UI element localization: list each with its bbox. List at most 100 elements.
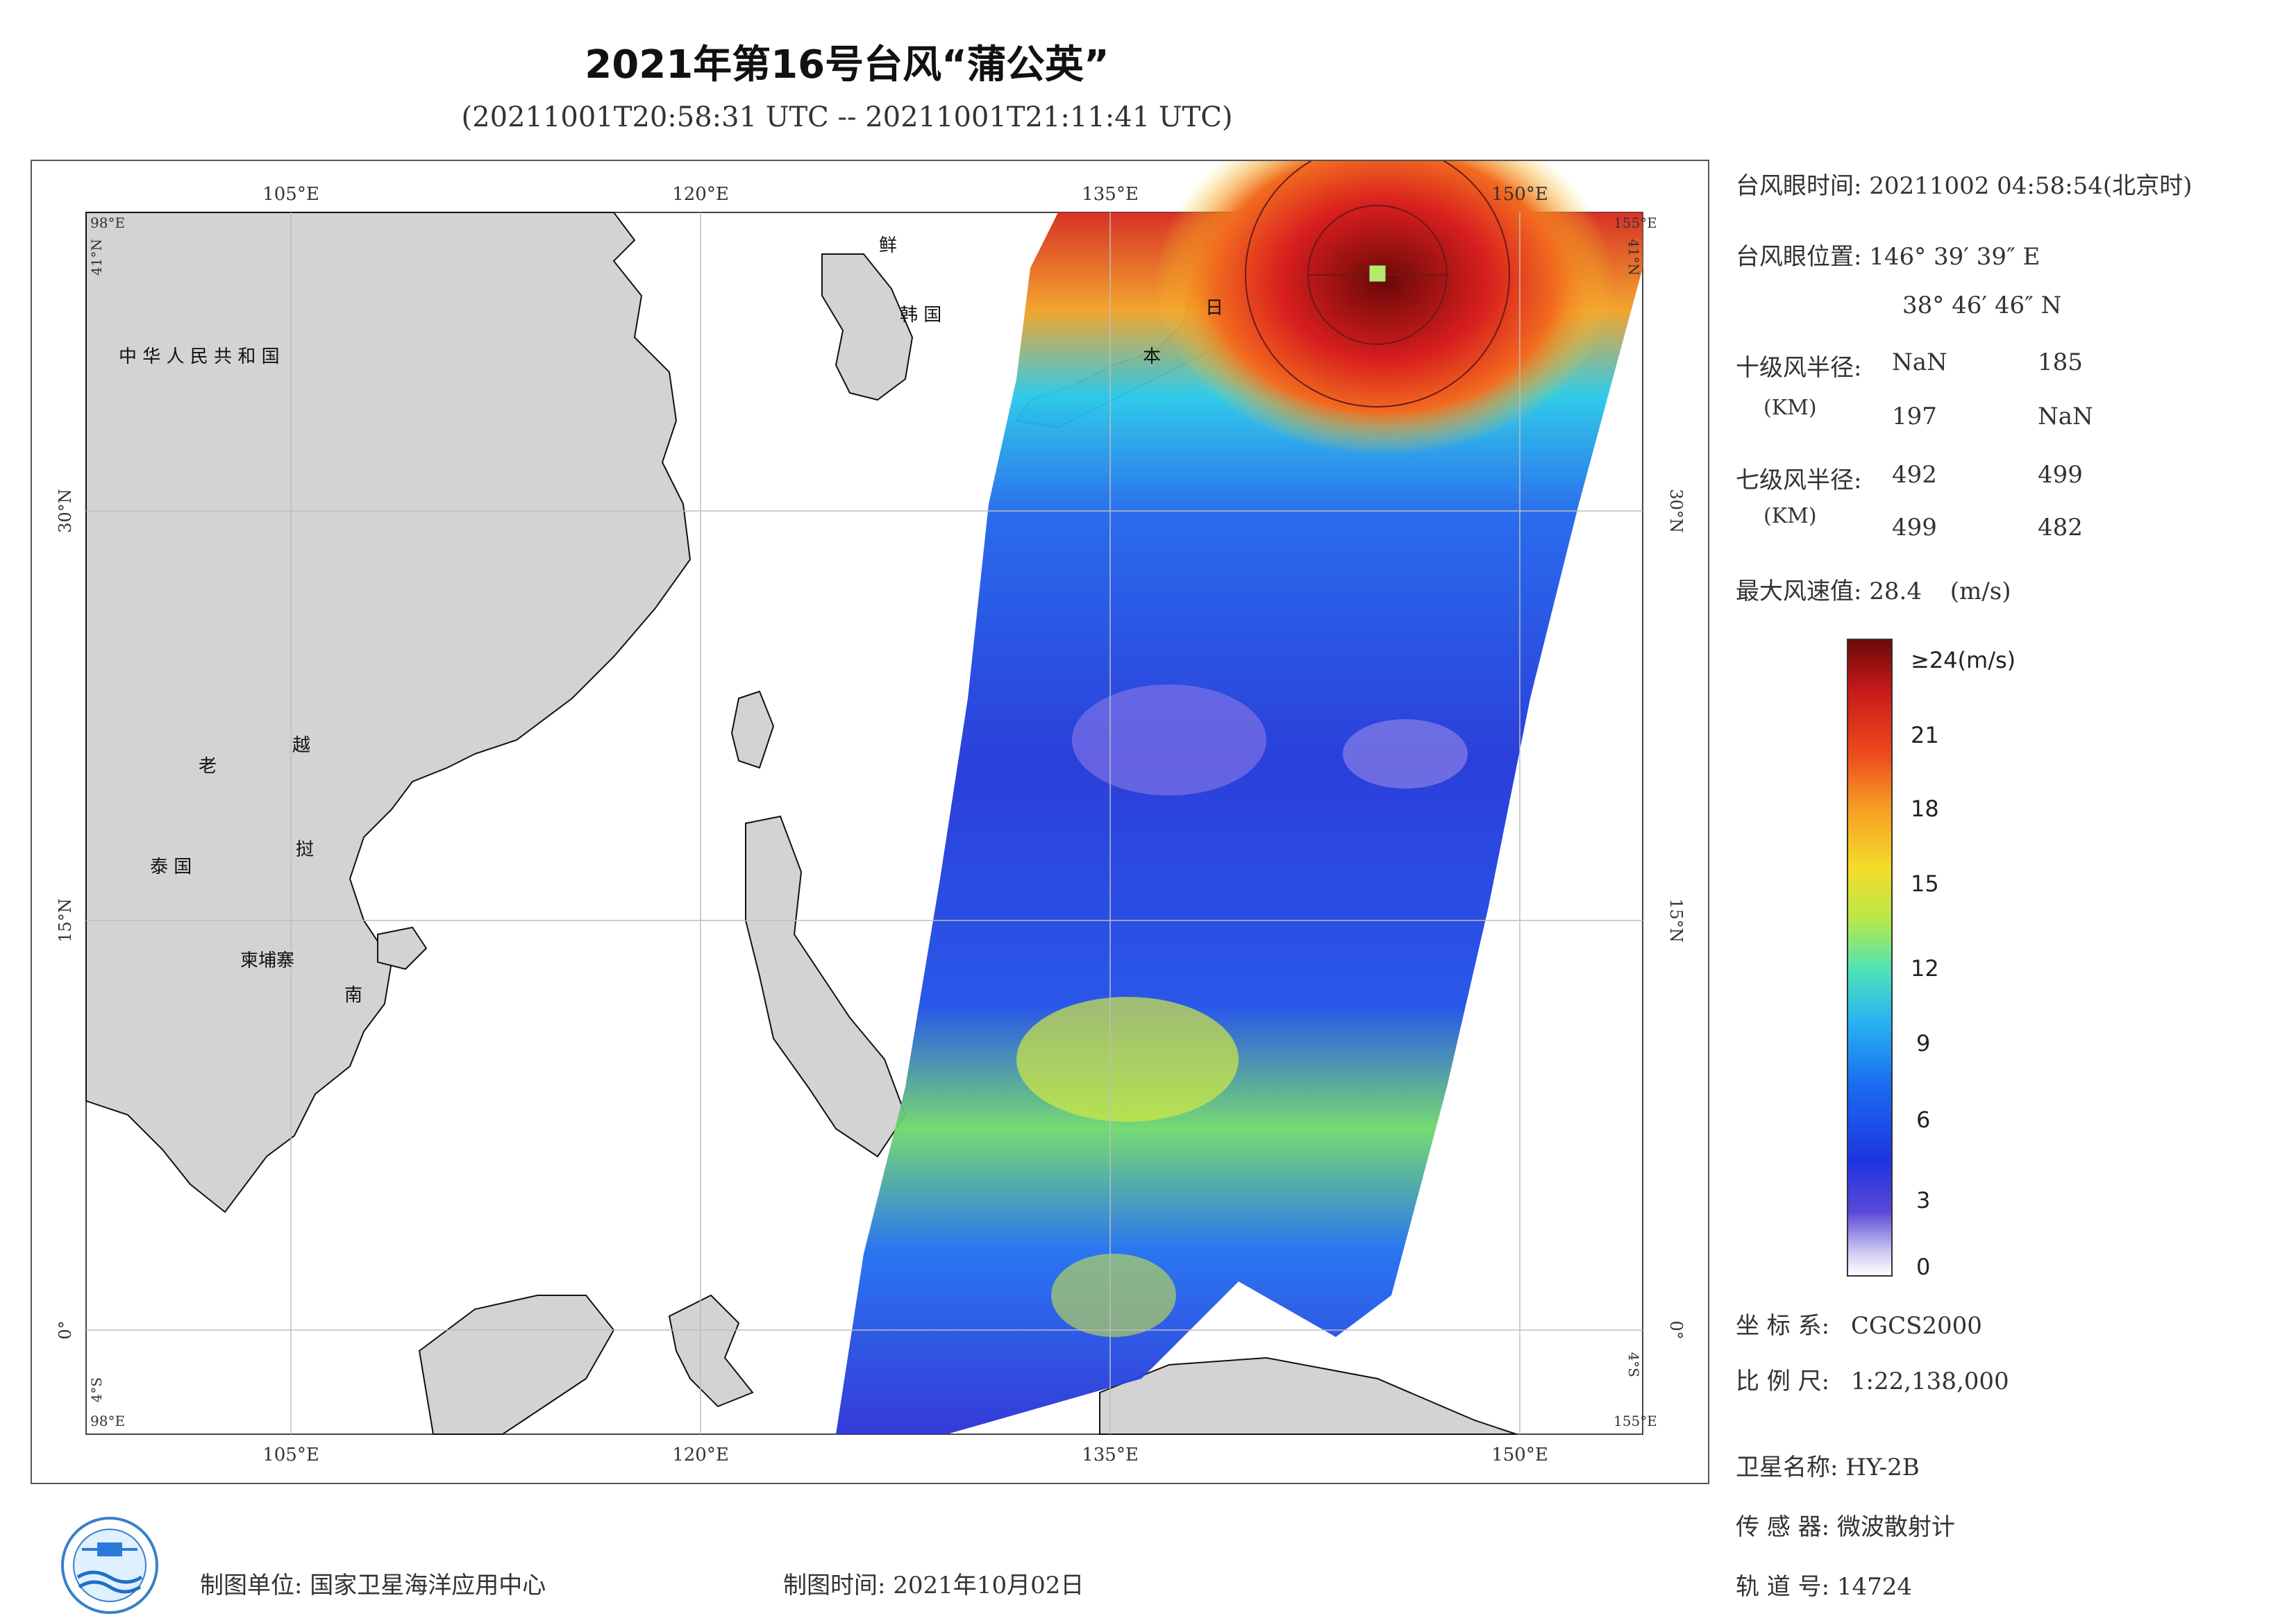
footer-unit-value: 国家卫星海洋应用中心 [310, 1572, 546, 1599]
label-vietnam-1: 越 [292, 735, 310, 756]
footer-unit: 制图单位: 国家卫星海洋应用中心 [200, 1566, 546, 1600]
colorbar-tick: 9 [1916, 1030, 1931, 1057]
wind-swath [836, 108, 1643, 1434]
footer-unit-label: 制图单位: [200, 1572, 303, 1599]
colorbar [1847, 639, 1893, 1277]
map-canvas: 105°E 120°E 135°E 150°E 105°E 120°E 135°… [56, 108, 1686, 1465]
label-vietnam-3: 南 [344, 985, 362, 1006]
label-japan-2: 本 [1143, 346, 1161, 367]
crs-row: 坐 标 系: CGCS2000 [1736, 1306, 1982, 1340]
r7-value: 499 [1892, 514, 1937, 541]
corner-bl-lon: 98°E [90, 1413, 125, 1429]
max-wind-value: 28.4 [1869, 578, 1922, 605]
lat-labels-right: 30°N 15°N 0° [1666, 489, 1686, 1339]
r7-unit: (KM) [1763, 504, 1817, 528]
r10-label: 十级风半径: [1736, 354, 1862, 382]
eye-time-label: 台风眼时间: [1736, 172, 1862, 200]
r10-value: 185 [2038, 348, 2083, 376]
land-hainan [377, 926, 428, 970]
corner-labels: 98°E 41°N 155°E 41°N 98°E 4°S 155°E 4°S [88, 215, 1657, 1429]
scale-value: 1:22,138,000 [1850, 1368, 2009, 1395]
crs-value: CGCS2000 [1850, 1312, 1982, 1340]
map-frame: 105°E 120°E 135°E 150°E 105°E 120°E 135°… [31, 108, 1709, 1484]
r7-value: 482 [2038, 514, 2083, 541]
lon-label: 150°E [1491, 184, 1548, 205]
lon-labels-bottom: 105°E 120°E 135°E 150°E [262, 1445, 1548, 1465]
footer-date: 制图时间: 2021年10月02日 [783, 1566, 1084, 1600]
orbit-label: 轨 道 号: [1736, 1573, 1830, 1601]
r10-unit: (KM) [1763, 396, 1817, 420]
label-china: 中 华 人 民 共 和 国 [119, 346, 280, 367]
r10-value: 197 [1892, 403, 1937, 430]
orbit-row: 轨 道 号: 14724 [1736, 1567, 1912, 1601]
lon-label: 105°E [262, 1445, 319, 1465]
label-korea-n: 鲜 [879, 235, 897, 256]
corner-tl-lon: 98°E [90, 215, 125, 231]
corner-br-lat: 4°S [1625, 1352, 1642, 1377]
label-japan-1: 日 [1205, 298, 1223, 319]
footer-date-label: 制图时间: [783, 1572, 886, 1599]
sensor-label: 传 感 器: [1736, 1513, 1830, 1541]
map-title: 2021年第16号台风“蒲公英” [585, 42, 1109, 87]
graticule [86, 212, 1643, 1434]
lon-labels-top: 105°E 120°E 135°E 150°E [262, 184, 1548, 205]
map-subtitle: (20211001T20:58:31 UTC -- 20211001T21:11… [461, 101, 1233, 133]
eye-pos-lon: 146° 39′ 39″ E [1869, 243, 2041, 271]
corner-bl-lat: 4°S [88, 1377, 105, 1402]
label-vietnam-2: 挝 [296, 839, 314, 860]
map-inner [85, 108, 1643, 1435]
colorbar-tick: 0 [1916, 1254, 1931, 1280]
colorbar-tick: 6 [1916, 1107, 1931, 1133]
footer-date-value: 2021年10月02日 [893, 1572, 1084, 1599]
orbit-value: 14724 [1836, 1573, 1913, 1601]
eye-pos-lat: 38° 46′ 46″ N [1902, 292, 2062, 319]
eye-pos-label: 台风眼位置: [1736, 243, 1862, 271]
lat-label: 30°N [1666, 489, 1686, 533]
land-korea [821, 253, 914, 401]
r10-value: NaN [2038, 403, 2093, 430]
r10-value: NaN [1892, 348, 1947, 376]
corner-tr-lat: 41°N [1625, 239, 1642, 276]
colorbar-tick: 15 [1911, 871, 1939, 897]
sensor-value: 微波散射计 [1836, 1513, 1955, 1541]
scale-row: 比 例 尺: 1:22,138,000 [1736, 1362, 2009, 1396]
land-newguinea [1099, 1356, 1517, 1435]
land-sulawesi [668, 1294, 754, 1408]
corner-tl-lat: 41°N [88, 239, 105, 276]
eye-time-value: 20211002 04:58:54(北京时) [1869, 172, 2193, 200]
land-taiwan [730, 690, 775, 769]
lon-label: 120°E [672, 1445, 729, 1465]
r7-label: 七级风半径: [1736, 466, 1862, 494]
corner-br-lon: 155°E [1614, 1413, 1657, 1429]
corner-tr-lon: 155°E [1614, 215, 1657, 231]
colorbar-tick: 12 [1911, 955, 1939, 982]
label-korea-s: 韩 国 [900, 305, 941, 326]
typhoon-eye-marker [1368, 264, 1386, 283]
max-wind-unit: (m/s) [1950, 578, 2011, 605]
scale-label: 比 例 尺: [1736, 1368, 1830, 1395]
r7-value: 499 [2038, 461, 2083, 489]
lon-label: 135°E [1082, 184, 1139, 205]
crs-label: 坐 标 系: [1736, 1312, 1830, 1340]
lat-label: 15°N [1666, 898, 1686, 943]
satellite-label: 卫星名称: [1736, 1454, 1838, 1481]
label-thailand: 泰 国 [150, 857, 192, 877]
label-cambodia: 柬埔寨 [240, 950, 294, 971]
lat-label: 0° [56, 1320, 75, 1339]
max-wind-label: 最大风速值: [1736, 578, 1862, 605]
nsoas-logo [54, 1513, 165, 1617]
satellite-value: HY-2B [1845, 1454, 1920, 1481]
lat-label: 15°N [56, 898, 75, 943]
sensor-row: 传 感 器: 微波散射计 [1736, 1508, 1955, 1542]
label-laos: 老 [199, 756, 217, 777]
lon-label: 135°E [1082, 1445, 1139, 1465]
lat-labels-left: 30°N 15°N 0° [56, 489, 75, 1339]
satellite-row: 卫星名称: HY-2B [1736, 1448, 1920, 1482]
colorbar-top-label: ≥24(m/s) [1911, 647, 2016, 673]
land-asia-mainland [85, 212, 692, 1213]
land-layer [85, 212, 1517, 1435]
swath-polygon [836, 212, 1643, 1434]
country-labels: 中 华 人 民 共 和 国 鲜 韩 国 日 本 老 越 挝 南 泰 国 柬埔寨 [119, 235, 1223, 1006]
lat-label: 0° [1666, 1320, 1686, 1339]
colorbar-tick: 3 [1916, 1187, 1931, 1213]
